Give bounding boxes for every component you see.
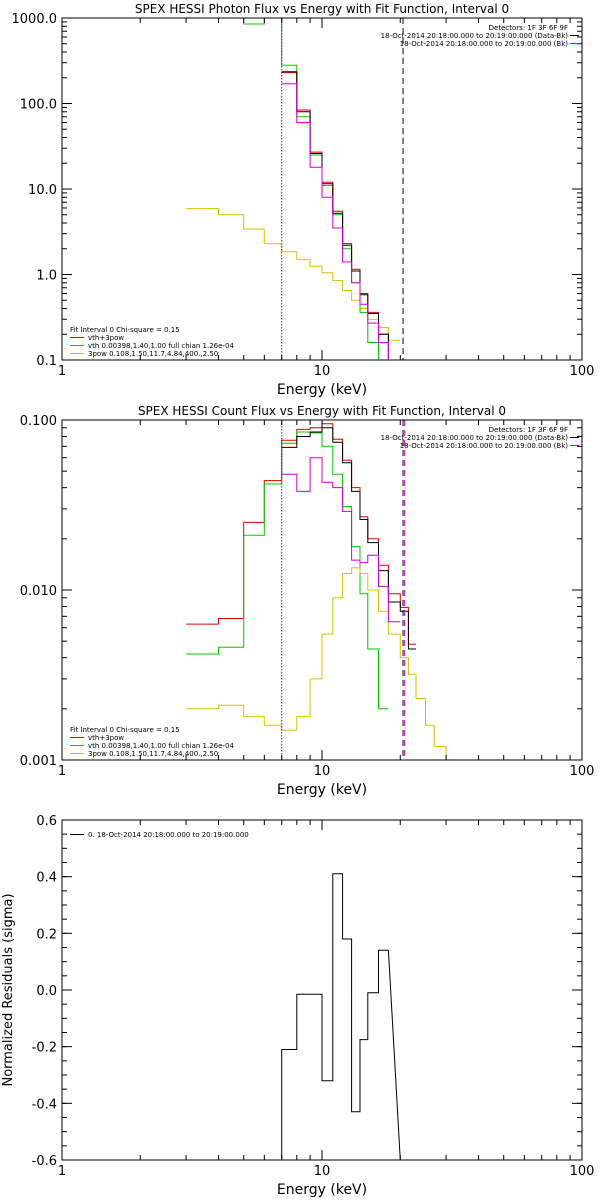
y-tick-label: 0.2 bbox=[36, 927, 57, 942]
info-text-1: Detectors: 1F 3F 6F 9F bbox=[489, 426, 568, 434]
chart-title: SPEX HESSI Photon Flux vs Energy with Fi… bbox=[135, 2, 509, 16]
y-tick-label: 0.100 bbox=[20, 414, 57, 429]
info-text-3: 18-Oct-2014 20:18:00.000 to 20:19:00.000… bbox=[400, 442, 569, 450]
chart-title: SPEX HESSI Count Flux vs Energy with Fit… bbox=[138, 404, 506, 418]
x-tick-label: 1 bbox=[58, 764, 66, 779]
series-3-line bbox=[186, 567, 457, 760]
y-tick-label: 0.1 bbox=[36, 354, 57, 369]
series-2-line bbox=[186, 431, 389, 710]
y-tick-label: 0.010 bbox=[20, 584, 57, 599]
y-axis-label: Normalized Residuals (sigma) bbox=[1, 893, 16, 1086]
info-text-2: 18-Oct-2014 20:18:00.000 to 20:19:00.000… bbox=[381, 32, 569, 40]
y-tick-label: 0.001 bbox=[20, 754, 57, 769]
info-text-1: Detectors: 1F 3F 6F 9F bbox=[489, 24, 568, 32]
x-tick-label: 1 bbox=[58, 364, 66, 379]
info-text-2: 18-Oct-2014 20:18:00.000 to 20:19:00.000… bbox=[381, 434, 569, 442]
x-axis-label: Energy (keV) bbox=[277, 1182, 367, 1198]
chart-1: 1 10 100 0.1 1.0 10.0 100.0 1000.0 SPEX HESSI Ph… bbox=[12, 2, 595, 398]
x-tick-label: 10 bbox=[314, 1164, 331, 1179]
x-axis-label: Energy (keV) bbox=[277, 382, 367, 398]
series-4-line bbox=[281, 427, 416, 650]
chart-2: 1 10 100 0.001 0.010 0.100 SPEX HESSI Count Fl… bbox=[20, 404, 595, 798]
legend-text-2: vth+3pow bbox=[88, 334, 124, 342]
y-tick-label: 1000.0 bbox=[12, 12, 58, 27]
y-tick-label: -0.6 bbox=[32, 1154, 57, 1169]
info-text-3: 18-Oct-2014 20:18:00.000 to 20:19:00.000… bbox=[400, 40, 569, 48]
y-tick-label: 10.0 bbox=[28, 183, 57, 198]
x-tick-label: 100 bbox=[570, 1164, 595, 1179]
y-tick-label: 0.6 bbox=[36, 814, 57, 829]
y-tick-label: 1.0 bbox=[36, 269, 57, 284]
chart-3: 1 10 100 -0.6 -0.4 -0.2 0.0 0.2 0.4 0.6 Energy (ke… bbox=[1, 814, 594, 1198]
legend-text-1: Fit Interval 0 Chi-square = 0.15 bbox=[70, 326, 180, 334]
x-tick-label: 1 bbox=[58, 1164, 66, 1179]
y-tick-label: 100.0 bbox=[20, 98, 57, 113]
legend-text-3: vth 0.00398,1.40,1.00 full chian 1.26e-0… bbox=[88, 742, 234, 750]
x-tick-label: 100 bbox=[570, 364, 595, 379]
series-5-line bbox=[281, 457, 401, 623]
legend-text-4: 3pow 0.108,1.50,11.7,4.84,400.,2.50 bbox=[88, 350, 218, 358]
legend-text-3: vth 0.00398,1.40,1.00 full chian 1.26e-0… bbox=[88, 342, 234, 350]
x-tick-label: 10 bbox=[314, 364, 331, 379]
series-group bbox=[281, 873, 401, 1160]
y-tick-label: 0.4 bbox=[36, 871, 57, 886]
legend-text-4: 3pow 0.108,1.50,11.7,4.84,400.,2.50 bbox=[88, 750, 218, 758]
series-1-line bbox=[186, 208, 401, 341]
x-tick-label: 10 bbox=[314, 764, 331, 779]
series-1-line bbox=[281, 873, 401, 1160]
series-group bbox=[186, 18, 401, 360]
legend-text-1: Fit Interval 0 Chi-square = 0.15 bbox=[70, 726, 180, 734]
legend-text-2: vth+3pow bbox=[88, 734, 124, 742]
series-group bbox=[186, 423, 457, 760]
series-5-line bbox=[281, 83, 401, 360]
y-tick-label: -0.2 bbox=[32, 1041, 57, 1056]
legend-text-1: 0. 18-Oct-2014 20:18:00.000 to 20:19:00.… bbox=[88, 831, 249, 839]
x-axis-label: Energy (keV) bbox=[277, 782, 367, 798]
x-tick-label: 100 bbox=[570, 764, 595, 779]
y-tick-label: -0.4 bbox=[32, 1097, 57, 1112]
y-tick-label: 0.0 bbox=[36, 984, 57, 999]
